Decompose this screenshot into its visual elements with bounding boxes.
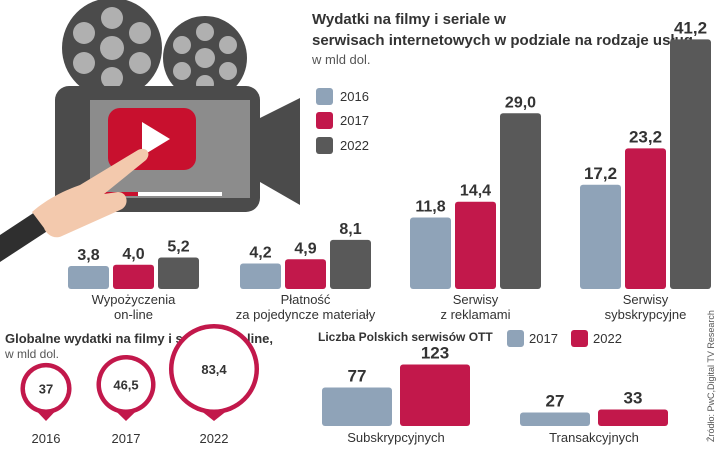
ott-bar-2022-cat-0 xyxy=(400,364,470,426)
category-label: Serwisy xyxy=(623,292,669,307)
bar-2017-cat-0 xyxy=(113,264,154,289)
bar-value-label: 4,2 xyxy=(249,245,271,262)
bar-value-label: 23,2 xyxy=(629,127,662,146)
camera-lens xyxy=(260,98,300,205)
hand-pointer-icon xyxy=(0,148,149,262)
bar-2016-cat-1 xyxy=(240,263,281,289)
play-button-icon xyxy=(108,108,196,170)
bubble-value-label: 46,5 xyxy=(113,377,138,392)
global-spending-subtitle: w mld dol. xyxy=(4,347,59,361)
bar-value-label: 29,0 xyxy=(505,94,536,111)
ott-bar-2017-cat-0 xyxy=(322,387,392,426)
bar-2016-cat-3 xyxy=(580,184,621,289)
main-chart-subtitle: w mld dol. xyxy=(311,52,371,67)
ott-bar-2017-cat-1 xyxy=(520,412,590,426)
category-label: Wypożyczenia xyxy=(92,292,176,307)
legend-swatch-2016 xyxy=(316,88,333,105)
category-label: Płatność xyxy=(281,292,331,307)
legend-swatch-2017 xyxy=(316,112,333,129)
ott-bar-value-label: 33 xyxy=(624,389,643,408)
ott-chart-plot: 77 123 Subskrypcyjnych 27 33 Transakcyjnych xyxy=(322,344,668,445)
bar-value-label: 5,2 xyxy=(167,238,189,255)
bar-2017-cat-2 xyxy=(455,201,496,289)
main-chart-title-line-2: serwisach internetowych w podziale na ro… xyxy=(312,32,693,49)
bar-value-label: 11,8 xyxy=(415,198,445,215)
ott-category-label: Transakcyjnych xyxy=(549,430,639,445)
main-chart-title-line-1: Wydatki na filmy i seriale w xyxy=(312,11,506,28)
film-reel-small-icon xyxy=(163,16,247,100)
bubble-year-label: 2022 xyxy=(200,431,229,446)
bar-2022-cat-0 xyxy=(158,257,199,289)
category-label: sybskrypcyjne xyxy=(605,307,687,322)
film-reel-large-icon xyxy=(62,0,162,98)
bar-2017-cat-3 xyxy=(625,148,666,289)
legend-swatch-2022 xyxy=(316,137,333,154)
bar-2022-cat-1 xyxy=(330,239,371,289)
legend-label-2022: 2022 xyxy=(340,138,369,153)
ott-category-label: Subskrypcyjnych xyxy=(347,430,445,445)
bar-value-label: 4,0 xyxy=(122,246,144,263)
bubble-value-label: 83,4 xyxy=(201,362,227,377)
bubble-year-label: 2017 xyxy=(112,431,141,446)
ott-legend-label-2017: 2017 xyxy=(529,331,558,346)
category-label: on-line xyxy=(114,307,153,322)
bar-value-label: 17,2 xyxy=(584,164,617,183)
ott-legend-swatch-2017 xyxy=(507,330,524,347)
ott-bar-value-label: 27 xyxy=(546,392,565,411)
bar-2016-cat-0 xyxy=(68,265,109,289)
bubble-year-label: 2016 xyxy=(32,431,61,446)
ott-legend-label-2022: 2022 xyxy=(593,331,622,346)
bar-2017-cat-1 xyxy=(285,259,326,289)
ott-chart-title: Liczba Polskich serwisów OTT xyxy=(318,330,493,344)
bar-value-label: 4,9 xyxy=(294,240,316,257)
map-pin-marker xyxy=(96,354,156,421)
category-label: z reklamami xyxy=(440,307,510,322)
ott-bar-value-label: 77 xyxy=(348,367,367,386)
bubble-value-label: 37 xyxy=(39,381,53,396)
map-pin-marker xyxy=(20,362,72,421)
bar-value-label: 14,4 xyxy=(460,183,491,200)
bar-2016-cat-2 xyxy=(410,217,451,289)
ott-bar-value-label: 123 xyxy=(421,344,449,363)
global-spending-plot: 37 2016 46,5 2017 83,4 2022 xyxy=(20,323,260,446)
legend-label-2016: 2016 xyxy=(340,89,369,104)
main-chart-legend: 2016 2017 2022 xyxy=(316,88,369,154)
category-label: Serwisy xyxy=(453,292,499,307)
map-pin-marker xyxy=(168,323,260,421)
source-note: Źródło: PwC,Digital TV Research xyxy=(706,310,716,442)
bar-2022-cat-2 xyxy=(500,113,541,289)
bar-value-label: 41,2 xyxy=(674,18,707,37)
bar-2022-cat-3 xyxy=(670,39,711,289)
ott-chart-legend: 2017 2022 xyxy=(507,330,622,347)
bar-value-label: 3,8 xyxy=(77,247,99,264)
ott-bar-2022-cat-1 xyxy=(598,409,668,426)
ott-legend-swatch-2022 xyxy=(571,330,588,347)
film-camera-illustration xyxy=(0,0,300,262)
legend-label-2017: 2017 xyxy=(340,113,369,128)
bar-value-label: 8,1 xyxy=(339,221,361,238)
category-label: za pojedyncze materiały xyxy=(236,307,376,322)
